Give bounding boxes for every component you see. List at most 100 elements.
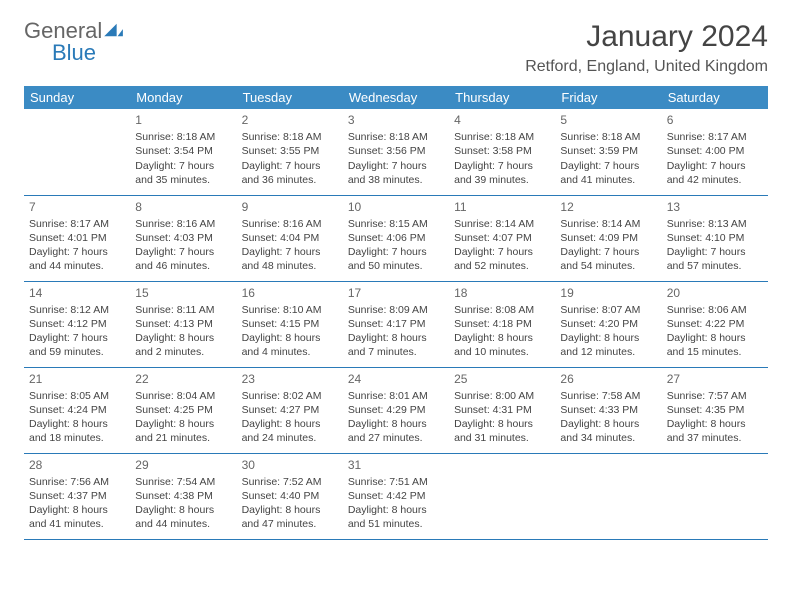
calendar-row: 1Sunrise: 8:18 AMSunset: 3:54 PMDaylight… bbox=[24, 109, 768, 195]
daylight: Daylight: 8 hours and 34 minutes. bbox=[560, 417, 656, 445]
day-number: 18 bbox=[454, 285, 550, 301]
calendar-cell: 9Sunrise: 8:16 AMSunset: 4:04 PMDaylight… bbox=[237, 195, 343, 281]
sunrise: Sunrise: 8:18 AM bbox=[560, 130, 656, 144]
sunset: Sunset: 4:27 PM bbox=[242, 403, 338, 417]
daylight: Daylight: 7 hours and 35 minutes. bbox=[135, 159, 231, 187]
sunrise: Sunrise: 7:56 AM bbox=[29, 475, 125, 489]
logo-text-1: General bbox=[24, 20, 102, 42]
calendar-cell: 26Sunrise: 7:58 AMSunset: 4:33 PMDayligh… bbox=[555, 367, 661, 453]
weekday-header: Monday bbox=[130, 86, 236, 109]
logo-icon bbox=[104, 20, 124, 42]
calendar-cell: 13Sunrise: 8:13 AMSunset: 4:10 PMDayligh… bbox=[662, 195, 768, 281]
sunset: Sunset: 4:06 PM bbox=[348, 231, 444, 245]
daylight: Daylight: 8 hours and 10 minutes. bbox=[454, 331, 550, 359]
calendar-cell: 21Sunrise: 8:05 AMSunset: 4:24 PMDayligh… bbox=[24, 367, 130, 453]
sunset: Sunset: 4:03 PM bbox=[135, 231, 231, 245]
sunrise: Sunrise: 8:04 AM bbox=[135, 389, 231, 403]
sunrise: Sunrise: 8:18 AM bbox=[242, 130, 338, 144]
calendar-cell: 27 Sunrise: 7:57 AMSunset: 4:35 PMDayligh… bbox=[662, 367, 768, 453]
calendar-cell: 15Sunrise: 8:11 AMSunset: 4:13 PMDayligh… bbox=[130, 281, 236, 367]
day-number: 27 bbox=[667, 371, 763, 387]
weekday-header: Wednesday bbox=[343, 86, 449, 109]
daylight: Daylight: 8 hours and 4 minutes. bbox=[242, 331, 338, 359]
daylight: Daylight: 8 hours and 21 minutes. bbox=[135, 417, 231, 445]
daylight: Daylight: 7 hours and 44 minutes. bbox=[29, 245, 125, 273]
sunset: Sunset: 4:00 PM bbox=[667, 144, 763, 158]
sunrise: Sunrise: 8:14 AM bbox=[560, 217, 656, 231]
day-number: 14 bbox=[29, 285, 125, 301]
weekday-header-row: SundayMondayTuesdayWednesdayThursdayFrid… bbox=[24, 86, 768, 109]
sunrise: Sunrise: 8:17 AM bbox=[29, 217, 125, 231]
sunrise: Sunrise: 8:00 AM bbox=[454, 389, 550, 403]
daylight: Daylight: 7 hours and 48 minutes. bbox=[242, 245, 338, 273]
daylight: Daylight: 7 hours and 54 minutes. bbox=[560, 245, 656, 273]
day-number: 23 bbox=[242, 371, 338, 387]
calendar-body: 1Sunrise: 8:18 AMSunset: 3:54 PMDaylight… bbox=[24, 109, 768, 539]
sunset: Sunset: 4:38 PM bbox=[135, 489, 231, 503]
sunset: Sunset: 4:10 PM bbox=[667, 231, 763, 245]
sunset: Sunset: 4:31 PM bbox=[454, 403, 550, 417]
daylight: Daylight: 8 hours and 51 minutes. bbox=[348, 503, 444, 531]
day-number: 11 bbox=[454, 199, 550, 215]
day-number: 17 bbox=[348, 285, 444, 301]
day-number: 5 bbox=[560, 112, 656, 128]
daylight: Daylight: 7 hours and 50 minutes. bbox=[348, 245, 444, 273]
sunrise: Sunrise: 8:05 AM bbox=[29, 389, 125, 403]
daylight: Daylight: 8 hours and 41 minutes. bbox=[29, 503, 125, 531]
day-number: 8 bbox=[135, 199, 231, 215]
sunset: Sunset: 4:13 PM bbox=[135, 317, 231, 331]
daylight: Daylight: 8 hours and 18 minutes. bbox=[29, 417, 125, 445]
sunset: Sunset: 4:18 PM bbox=[454, 317, 550, 331]
sunset: Sunset: 4:25 PM bbox=[135, 403, 231, 417]
day-number: 29 bbox=[135, 457, 231, 473]
sunset: Sunset: 4:42 PM bbox=[348, 489, 444, 503]
day-number: 20 bbox=[667, 285, 763, 301]
weekday-header: Sunday bbox=[24, 86, 130, 109]
sunrise: Sunrise: 8:08 AM bbox=[454, 303, 550, 317]
sunset: Sunset: 3:59 PM bbox=[560, 144, 656, 158]
sunrise: Sunrise: 7:57 AM bbox=[667, 389, 763, 403]
daylight: Daylight: 8 hours and 31 minutes. bbox=[454, 417, 550, 445]
sunset: Sunset: 4:04 PM bbox=[242, 231, 338, 245]
daylight: Daylight: 8 hours and 37 minutes. bbox=[667, 417, 763, 445]
calendar-cell: 4Sunrise: 8:18 AMSunset: 3:58 PMDaylight… bbox=[449, 109, 555, 195]
logo: GeneralBlue bbox=[24, 20, 124, 64]
daylight: Daylight: 7 hours and 41 minutes. bbox=[560, 159, 656, 187]
calendar-cell bbox=[449, 453, 555, 539]
daylight: Daylight: 8 hours and 47 minutes. bbox=[242, 503, 338, 531]
sunrise: Sunrise: 7:52 AM bbox=[242, 475, 338, 489]
daylight: Daylight: 7 hours and 59 minutes. bbox=[29, 331, 125, 359]
sunrise: Sunrise: 8:02 AM bbox=[242, 389, 338, 403]
sunrise: Sunrise: 8:18 AM bbox=[454, 130, 550, 144]
day-number: 22 bbox=[135, 371, 231, 387]
weekday-header: Tuesday bbox=[237, 86, 343, 109]
daylight: Daylight: 8 hours and 27 minutes. bbox=[348, 417, 444, 445]
calendar-cell: 24Sunrise: 8:01 AMSunset: 4:29 PMDayligh… bbox=[343, 367, 449, 453]
daylight: Daylight: 8 hours and 12 minutes. bbox=[560, 331, 656, 359]
calendar-cell: 12Sunrise: 8:14 AMSunset: 4:09 PMDayligh… bbox=[555, 195, 661, 281]
calendar-table: SundayMondayTuesdayWednesdayThursdayFrid… bbox=[24, 86, 768, 540]
calendar-cell bbox=[555, 453, 661, 539]
sunrise: Sunrise: 8:01 AM bbox=[348, 389, 444, 403]
day-number: 6 bbox=[667, 112, 763, 128]
daylight: Daylight: 7 hours and 52 minutes. bbox=[454, 245, 550, 273]
day-number: 25 bbox=[454, 371, 550, 387]
calendar-cell: 6 Sunrise: 8:17 AMSunset: 4:00 PMDaylight… bbox=[662, 109, 768, 195]
daylight: Daylight: 8 hours and 7 minutes. bbox=[348, 331, 444, 359]
sunset: Sunset: 3:54 PM bbox=[135, 144, 231, 158]
calendar-cell: 28Sunrise: 7:56 AMSunset: 4:37 PMDayligh… bbox=[24, 453, 130, 539]
calendar-row: 7Sunrise: 8:17 AMSunset: 4:01 PMDaylight… bbox=[24, 195, 768, 281]
sunrise: Sunrise: 8:17 AM bbox=[667, 130, 763, 144]
sunrise: Sunrise: 8:10 AM bbox=[242, 303, 338, 317]
calendar-cell: 1Sunrise: 8:18 AMSunset: 3:54 PMDaylight… bbox=[130, 109, 236, 195]
calendar-cell: 23Sunrise: 8:02 AMSunset: 4:27 PMDayligh… bbox=[237, 367, 343, 453]
day-number: 31 bbox=[348, 457, 444, 473]
calendar-cell: 30Sunrise: 7:52 AMSunset: 4:40 PMDayligh… bbox=[237, 453, 343, 539]
sunrise: Sunrise: 8:14 AM bbox=[454, 217, 550, 231]
daylight: Daylight: 7 hours and 42 minutes. bbox=[667, 159, 763, 187]
sunrise: Sunrise: 7:51 AM bbox=[348, 475, 444, 489]
calendar-cell: 22 Sunrise: 8:04 AMSunset: 4:25 PMDayligh… bbox=[130, 367, 236, 453]
calendar-cell: 7Sunrise: 8:17 AMSunset: 4:01 PMDaylight… bbox=[24, 195, 130, 281]
sunset: Sunset: 4:35 PM bbox=[667, 403, 763, 417]
calendar-cell: 25 Sunrise: 8:00 AMSunset: 4:31 PMDayligh… bbox=[449, 367, 555, 453]
